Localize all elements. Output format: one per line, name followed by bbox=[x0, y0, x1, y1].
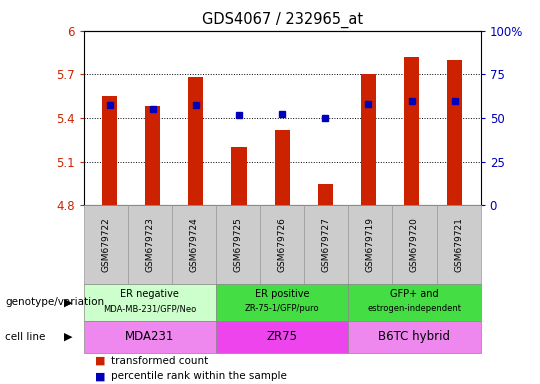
Bar bbox=[102, 96, 117, 205]
Bar bbox=[232, 147, 247, 205]
Text: B6TC hybrid: B6TC hybrid bbox=[379, 331, 450, 343]
Text: ER positive: ER positive bbox=[255, 289, 309, 299]
Bar bbox=[404, 57, 419, 205]
Text: ZR-75-1/GFP/puro: ZR-75-1/GFP/puro bbox=[245, 304, 320, 313]
Text: MDA-MB-231/GFP/Neo: MDA-MB-231/GFP/Neo bbox=[103, 304, 197, 313]
Text: GSM679726: GSM679726 bbox=[278, 217, 287, 272]
Bar bbox=[318, 184, 333, 205]
Text: ▶: ▶ bbox=[64, 332, 73, 342]
Text: ZR75: ZR75 bbox=[267, 331, 298, 343]
Text: GSM679720: GSM679720 bbox=[410, 217, 419, 272]
Text: percentile rank within the sample: percentile rank within the sample bbox=[111, 371, 287, 381]
Text: GSM679722: GSM679722 bbox=[102, 217, 110, 272]
Text: genotype/variation: genotype/variation bbox=[5, 297, 105, 308]
Bar bbox=[145, 106, 160, 205]
Bar bbox=[447, 60, 462, 205]
Text: GSM679721: GSM679721 bbox=[454, 217, 463, 272]
Bar bbox=[275, 130, 289, 205]
Text: estrogen-independent: estrogen-independent bbox=[367, 304, 462, 313]
Text: GSM679724: GSM679724 bbox=[190, 217, 199, 272]
Text: GFP+ and: GFP+ and bbox=[390, 289, 439, 299]
Title: GDS4067 / 232965_at: GDS4067 / 232965_at bbox=[201, 12, 363, 28]
Text: cell line: cell line bbox=[5, 332, 46, 342]
Text: MDA231: MDA231 bbox=[125, 331, 174, 343]
Text: GSM679719: GSM679719 bbox=[366, 217, 375, 272]
Text: GSM679727: GSM679727 bbox=[322, 217, 331, 272]
Text: GSM679725: GSM679725 bbox=[234, 217, 242, 272]
Text: GSM679723: GSM679723 bbox=[145, 217, 154, 272]
Text: transformed count: transformed count bbox=[111, 356, 208, 366]
Text: ■: ■ bbox=[94, 371, 105, 381]
Text: ▶: ▶ bbox=[64, 297, 73, 308]
Bar bbox=[361, 74, 376, 205]
Text: ■: ■ bbox=[94, 356, 105, 366]
Bar bbox=[188, 77, 204, 205]
Text: ER negative: ER negative bbox=[120, 289, 179, 299]
